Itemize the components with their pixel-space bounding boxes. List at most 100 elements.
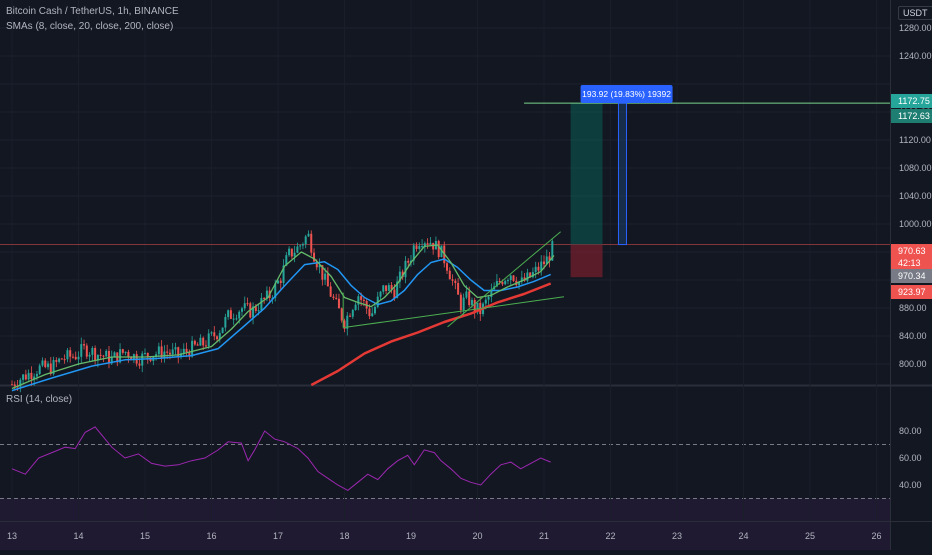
candle-body (19, 379, 22, 387)
rsi-tick-label: 60.00 (899, 453, 922, 463)
candle-body (130, 357, 133, 361)
candle-body (240, 308, 243, 312)
candle-body (426, 243, 429, 245)
candle-body (487, 296, 490, 300)
candle-body (429, 242, 432, 245)
rsi-line (11, 426, 551, 491)
candle-body (484, 299, 487, 304)
price-badge (891, 256, 932, 270)
candle-body (74, 356, 77, 360)
candle-body (127, 351, 130, 358)
candle-body (47, 363, 50, 368)
candle-body (24, 374, 27, 380)
candle-body (33, 376, 36, 380)
candle-body (373, 306, 376, 314)
price-badge (891, 244, 932, 258)
candle-body (412, 245, 415, 261)
candle-body (49, 363, 52, 375)
candle-body (520, 277, 523, 282)
candle-body (318, 265, 321, 268)
candle-body (518, 281, 521, 286)
candle-body (188, 352, 191, 357)
candle-body (307, 233, 310, 237)
candle-body (13, 384, 16, 387)
candle-body (246, 303, 249, 305)
candle-body (301, 244, 304, 246)
time-tick-label: 26 (871, 531, 881, 541)
candle-body (423, 243, 426, 247)
candle-body (138, 363, 141, 366)
currency-selector[interactable]: USDT (898, 6, 932, 20)
candle-body (290, 248, 293, 257)
trendline (343, 296, 565, 329)
candle-body (274, 283, 277, 298)
candle-body (457, 282, 460, 295)
candle-body (91, 347, 94, 355)
price-tick-label: 1040.00 (899, 191, 932, 201)
time-tick-label: 21 (539, 531, 549, 541)
candle-body (393, 289, 396, 298)
candle-body (385, 285, 388, 291)
candle-body (235, 318, 238, 320)
candle-body (448, 270, 451, 280)
candle-body (58, 358, 61, 362)
candle-body (390, 285, 393, 290)
candle-body (282, 265, 285, 283)
candle-body (304, 236, 307, 245)
time-tick-label: 24 (738, 531, 748, 541)
candle-body (254, 306, 257, 311)
candle-body (418, 246, 421, 249)
candle-body (357, 296, 360, 305)
candle-body (335, 297, 338, 299)
candle-body (531, 272, 534, 278)
candle-body (382, 285, 385, 292)
candle-body (52, 360, 55, 375)
candle-body (80, 344, 83, 357)
candle-body (163, 351, 166, 358)
sma-20-line (11, 258, 551, 392)
candle-body (157, 346, 160, 355)
candle-body (105, 350, 108, 357)
candle-body (182, 348, 185, 354)
candle-body (360, 296, 363, 300)
candle-body (38, 365, 41, 374)
candle-body (279, 280, 282, 283)
candle-body (232, 318, 235, 320)
candle-body (218, 333, 221, 340)
candle-body (326, 273, 329, 287)
time-tick-label: 13 (7, 531, 17, 541)
rsi-band-fill (0, 498, 890, 553)
candle-body (498, 281, 501, 283)
measure-label: 193.92 (19.83%) 19392 (582, 89, 671, 99)
candle-body (313, 252, 316, 262)
candle-body (551, 241, 554, 261)
candle-body (85, 345, 88, 357)
candle-body (465, 291, 468, 298)
candle-body (495, 281, 498, 287)
candle-body (88, 354, 91, 357)
candle-body (210, 332, 213, 334)
candle-body (404, 260, 407, 278)
candle-body (199, 337, 202, 346)
price-badge (891, 285, 932, 299)
candle-body (168, 352, 171, 355)
candle-body (454, 280, 457, 283)
sma-indicator-label: SMAs (8, close, 20, close, 200, close) (6, 21, 174, 32)
candle-body (27, 372, 30, 380)
candle-body (71, 356, 74, 358)
time-tick-label: 23 (672, 531, 682, 541)
candle-body (216, 336, 219, 340)
candle-body (396, 281, 399, 298)
candle-body (324, 273, 327, 280)
candle-body (526, 272, 529, 281)
candle-body (337, 298, 340, 309)
candle-body (296, 246, 299, 253)
price-badge-label: 1172.63 (898, 111, 930, 121)
time-tick-label: 19 (406, 531, 416, 541)
candle-body (285, 255, 288, 266)
candle-body (113, 352, 116, 357)
candle-body (529, 272, 532, 278)
candle-body (155, 354, 158, 357)
